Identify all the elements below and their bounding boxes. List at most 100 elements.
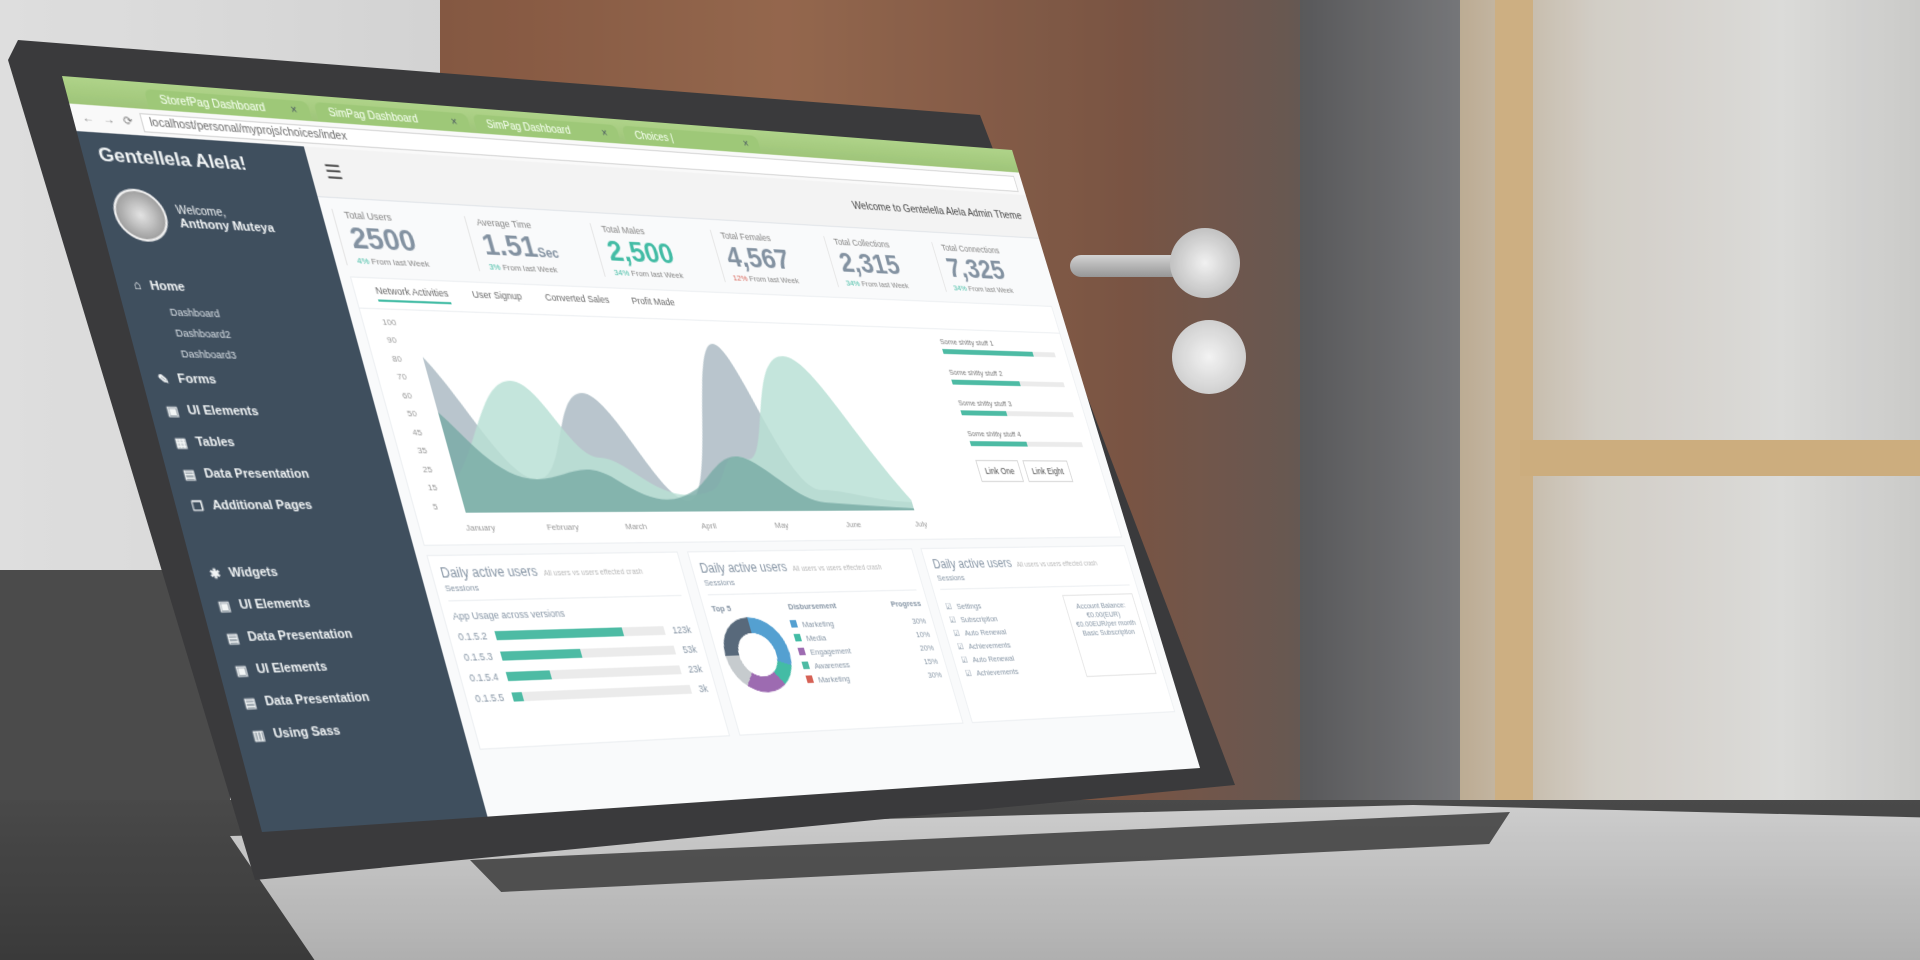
table-icon: ▦ xyxy=(173,435,189,450)
shelf xyxy=(1520,440,1920,476)
progress-label: Some shitty stuff 3 xyxy=(957,398,1072,409)
close-icon[interactable]: × xyxy=(600,128,609,140)
top5-card: Daily active users All users vs users eff… xyxy=(687,548,964,736)
stat-tile: Total Males 2,500 34% From last Week xyxy=(590,223,725,282)
sitemap-icon: ▤ xyxy=(225,630,241,646)
door-knob xyxy=(1170,228,1240,298)
stat-pct: 34% xyxy=(613,268,631,278)
usage-bar xyxy=(500,646,677,661)
legend-item: Awareness 15% xyxy=(801,657,939,672)
y-tick-label: 35 xyxy=(416,445,428,456)
donut-chart xyxy=(714,616,800,694)
x-tick-label: January xyxy=(464,522,496,533)
legend-label: Media xyxy=(805,630,912,643)
reload-icon[interactable]: ⟳ xyxy=(122,115,135,128)
chart-tab[interactable]: User Signup xyxy=(471,289,525,307)
stat-number: 2,315 xyxy=(835,247,903,281)
close-icon[interactable]: × xyxy=(289,104,299,117)
chart-tab[interactable]: Network Activities xyxy=(374,285,451,304)
nav-forms[interactable]: ✎ Forms xyxy=(154,364,358,399)
nav-ui-elements[interactable]: ▣ UI Elements xyxy=(163,395,367,429)
section-title: App Usage across versions xyxy=(451,605,687,622)
settings-label: Auto Renewal xyxy=(963,627,1007,638)
settings-item[interactable]: ☑ Achievements xyxy=(964,664,1079,678)
column-header: Top 5 xyxy=(710,604,732,614)
settings-label: Achievements xyxy=(975,667,1020,678)
check-icon: ☑ xyxy=(944,602,953,611)
nav-data-presentation[interactable]: ▤ Data Presentation xyxy=(179,459,383,491)
link-buttons: Link One Link Eight xyxy=(975,460,1093,482)
link-button[interactable]: Link One xyxy=(975,460,1024,482)
settings-card: Daily active users All users vs users eff… xyxy=(921,545,1176,723)
progress-list: Some shitty stuff 1 Some shitty stuff 2 So… xyxy=(939,337,1094,482)
stat-sub-label: From last Week xyxy=(370,256,430,268)
settings-item[interactable]: ☑ Auto Renewal xyxy=(952,625,1067,638)
column-header: Progress xyxy=(889,599,922,609)
welcome-banner: Welcome to Gentelella Alela Admin Theme xyxy=(851,199,1023,221)
stat-number: 1.51 xyxy=(478,228,541,264)
windows-icon: ▣ xyxy=(216,598,232,614)
settings-wrap: ☑ Settings ☑ Subscription ☑ Auto Renewal ☑ Achi… xyxy=(943,593,1157,682)
y-tick-label: 100 xyxy=(381,316,398,327)
nav-tables[interactable]: ▦ Tables xyxy=(171,427,375,460)
nav-additional-pages[interactable]: ❐ Additional Pages xyxy=(188,490,392,522)
brand: Gentellela Alela! xyxy=(96,144,298,179)
settings-item[interactable]: ☑ Auto Renewal xyxy=(960,651,1075,665)
nav-ui-elements-2[interactable]: ▣ UI Elements xyxy=(214,586,418,622)
network-activities-panel: Network Activities User Signup Converted S… xyxy=(350,276,1122,546)
link-button[interactable]: Link Eight xyxy=(1022,460,1073,482)
card-note: All users vs users effected crash xyxy=(1016,560,1099,568)
stat-number: 2,500 xyxy=(603,234,678,270)
chart-tab[interactable]: Profit Made xyxy=(630,295,677,312)
door-lock xyxy=(1172,320,1246,394)
version-label: 0.1.5.2 xyxy=(457,630,489,642)
settings-item[interactable]: ☑ Subscription xyxy=(948,612,1063,625)
legend-value: 15% xyxy=(923,657,939,667)
stat-sub-label: From last Week xyxy=(501,263,558,275)
legend-swatch xyxy=(789,620,797,628)
nav-label: UI Elements xyxy=(255,660,330,678)
back-icon[interactable]: ← xyxy=(81,112,96,125)
usage-fill xyxy=(505,670,552,681)
tab-label: SimPag Dashboard xyxy=(327,107,419,126)
nav-label: Using Sass xyxy=(272,724,343,743)
progress-bar xyxy=(942,349,1056,357)
version-label: 0.1.5.4 xyxy=(468,671,500,684)
progress-bar xyxy=(970,441,1083,447)
menu-toggle-icon[interactable]: ☰ xyxy=(322,161,345,185)
usage-bar xyxy=(494,626,666,640)
usage-count: 53k xyxy=(681,644,698,655)
stat-sub-label: From last Week xyxy=(860,279,910,290)
forward-icon[interactable]: → xyxy=(101,113,116,126)
usage-count: 123k xyxy=(671,624,693,635)
stat-value: 2500 xyxy=(346,220,467,260)
usage-row: 0.1.5.2 123k xyxy=(457,624,693,642)
close-icon[interactable]: × xyxy=(742,139,750,150)
nav-label: Widgets xyxy=(228,565,280,581)
y-tick-label: 90 xyxy=(386,335,398,346)
usage-bar xyxy=(511,685,692,702)
card-subtitle: Sessions xyxy=(703,574,917,595)
bars-icon: ▥ xyxy=(251,727,267,743)
check-icon: ☑ xyxy=(964,669,973,679)
legend-swatch xyxy=(797,648,805,656)
check-icon: ☑ xyxy=(960,655,969,665)
legend-value: 30% xyxy=(911,616,927,626)
stat-pct: 34% xyxy=(952,283,968,292)
settings-item[interactable]: ☑ Achievements xyxy=(956,638,1071,651)
bottom-cards: Daily active users All users vs users eff… xyxy=(426,545,1175,750)
stat-sub-label: From last Week xyxy=(967,284,1014,295)
progress-label: Some shitty stuff 2 xyxy=(948,368,1063,380)
chart-tab[interactable]: Converted Sales xyxy=(544,292,613,310)
progress-fill xyxy=(960,410,1007,416)
nav-widgets[interactable]: ✱ Widgets xyxy=(206,555,410,590)
avatar xyxy=(107,187,173,243)
usage-row: 0.1.5.5 3k xyxy=(474,683,709,704)
close-icon[interactable]: × xyxy=(450,117,459,129)
card-note: All users vs users effected crash xyxy=(543,568,644,578)
stat-value: 2,500 xyxy=(603,234,713,272)
legend-swatch xyxy=(805,675,813,683)
y-tick-label: 45 xyxy=(411,427,423,438)
progress-label: Some shitty stuff 4 xyxy=(966,429,1081,439)
settings-item[interactable]: ☑ Settings xyxy=(944,599,1059,611)
